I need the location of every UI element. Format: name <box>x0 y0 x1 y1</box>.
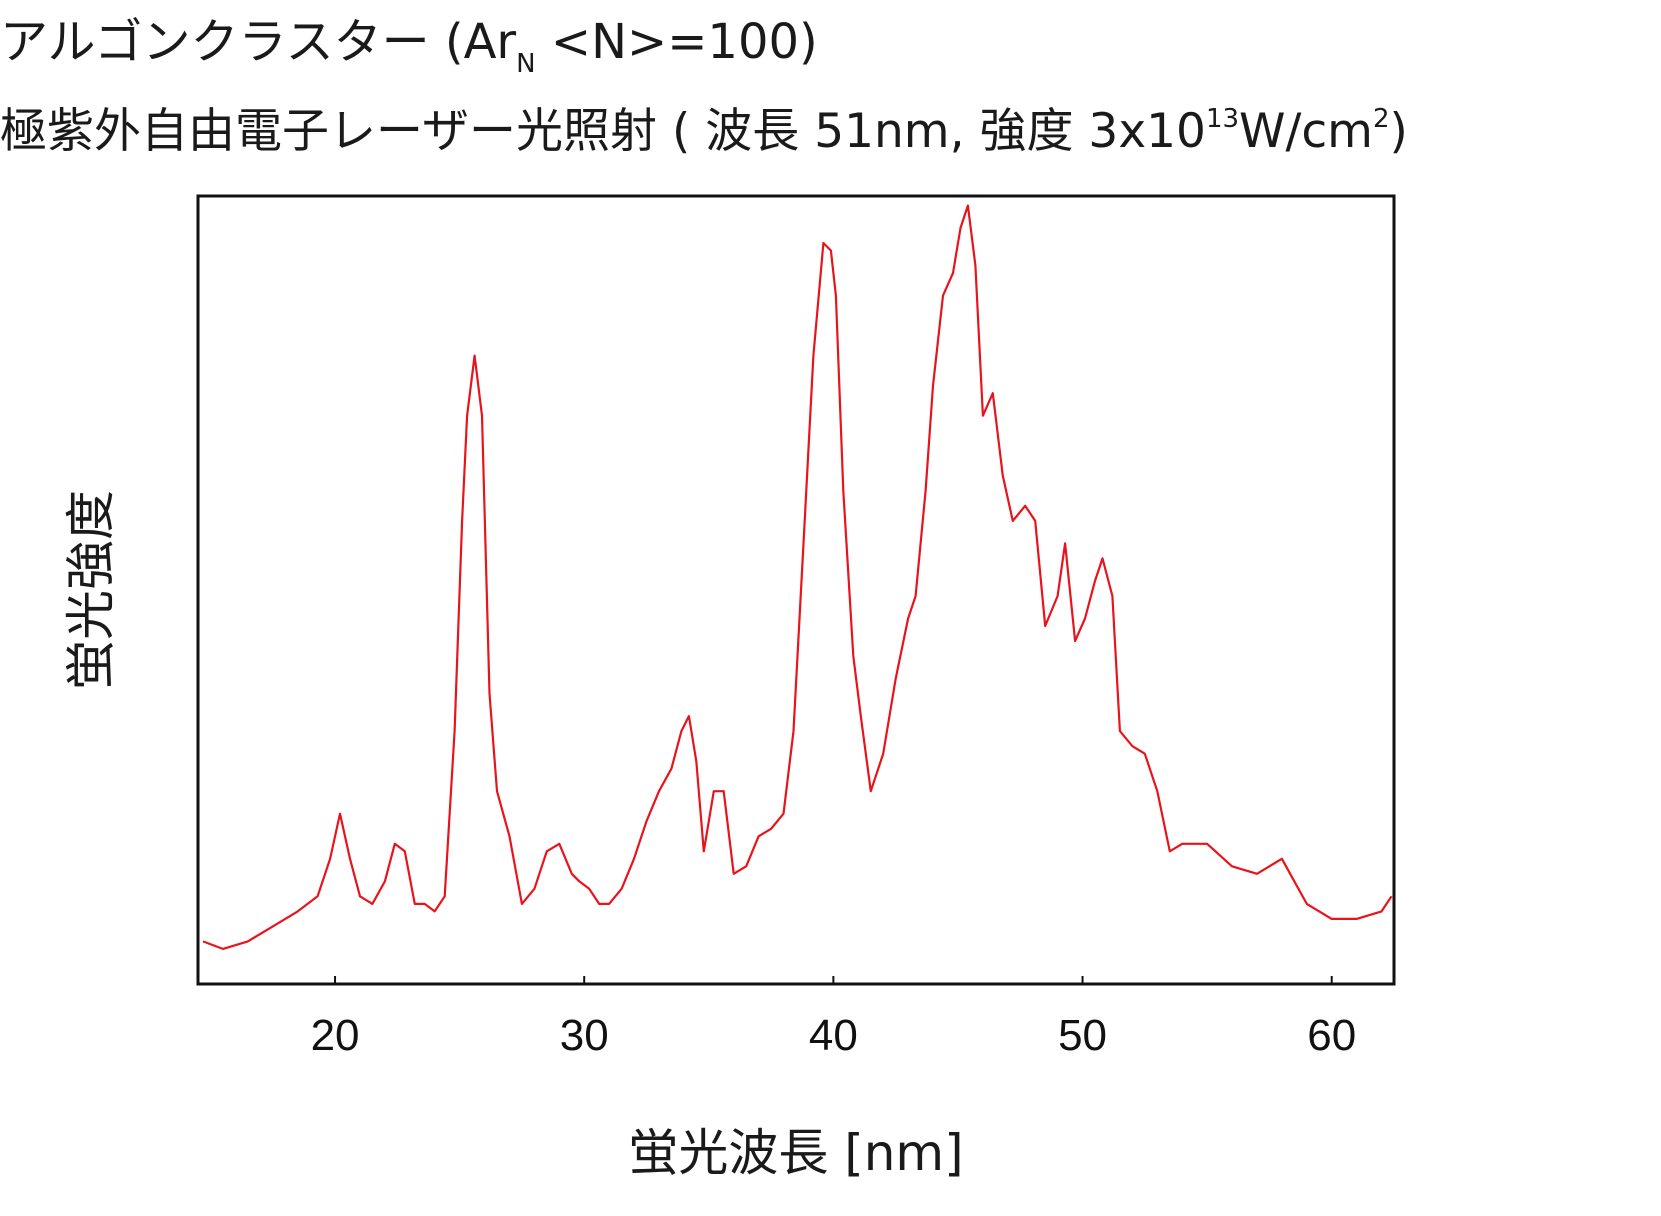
x-tick-label: 30 <box>560 1011 609 1060</box>
title-subscript: N <box>516 49 536 79</box>
series-line <box>202 204 1393 951</box>
title-line-2-unit: W/cm <box>1239 104 1373 159</box>
x-tick-label: 50 <box>1058 1011 1107 1060</box>
title-line-1-prefix: アルゴンクラスター (Ar <box>0 14 517 70</box>
title-line-2: 極紫外自由電子レーザー光照射 ( 波長 51nm, 強度 3x1013W/cm2… <box>0 92 1408 161</box>
x-axis-label: 蛍光波長 [nm] <box>628 1124 963 1182</box>
x-tick-label: 40 <box>809 1011 858 1060</box>
title-unit-exponent: 2 <box>1372 104 1390 134</box>
x-ticks: 20 30 40 50 60 <box>311 976 1356 1060</box>
plot-frame <box>196 194 1396 986</box>
title-line-2-prefix: 極紫外自由電子レーザー光照射 ( 波長 51nm, 強度 3x10 <box>0 104 1206 159</box>
title-line-1-suffix: <N>=100) <box>535 14 818 70</box>
x-tick-label: 60 <box>1307 1011 1356 1060</box>
y-axis-label: 蛍光強度 <box>62 490 120 690</box>
title-line-2-suffix: ) <box>1389 104 1408 159</box>
x-tick-label: 20 <box>311 1011 360 1060</box>
title-exponent: 13 <box>1205 104 1240 134</box>
title-line-1: アルゴンクラスター (ArN <N>=100) <box>0 2 818 79</box>
